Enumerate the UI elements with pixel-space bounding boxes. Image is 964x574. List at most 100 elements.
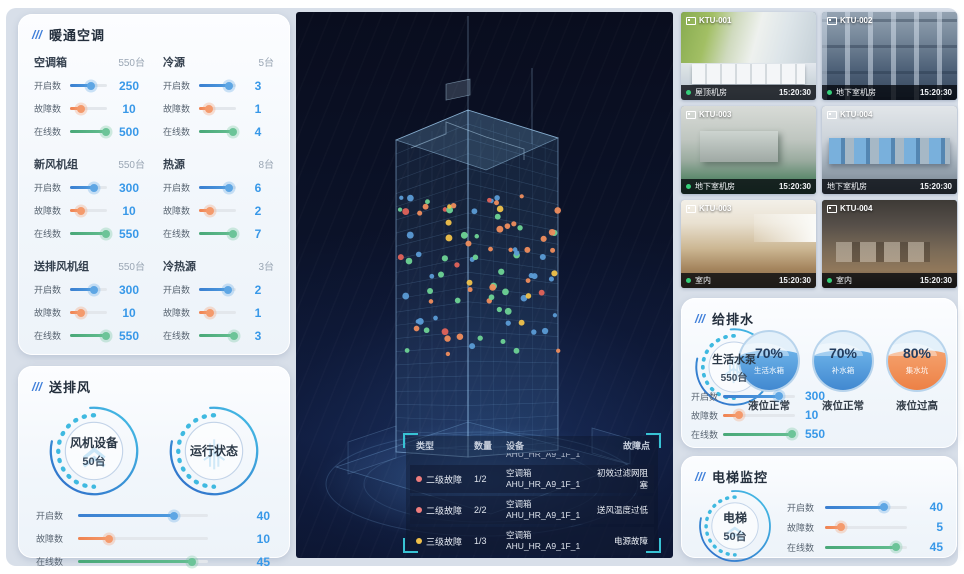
metric-row-fault: 故障数 10 bbox=[34, 203, 145, 218]
col-type: 类型 bbox=[416, 441, 435, 451]
slider-track bbox=[723, 392, 795, 400]
metric-row-online: 在线数 3 bbox=[163, 328, 274, 343]
metric-value: 45 bbox=[929, 540, 943, 554]
slider-knob bbox=[101, 331, 110, 340]
camera-tile[interactable]: KTU-001 屋顶机房 15:20:30 bbox=[681, 12, 816, 100]
slider-track bbox=[70, 127, 110, 136]
panel-fan: /// 送排风 风机设备 50台 bbox=[18, 366, 290, 569]
camera-tile[interactable]: KTU-004 地下室机房 15:20:30 bbox=[822, 106, 957, 194]
slider-knob bbox=[206, 308, 215, 317]
panel-title-text: 给排水 bbox=[712, 312, 755, 327]
fault-table-row[interactable]: 三级故障 1/3 空调箱 AHU_HR_A9_1F_1 电源故障 bbox=[410, 527, 654, 555]
device-type: 空调箱 bbox=[506, 530, 532, 541]
tank-fill bbox=[888, 343, 946, 390]
metric-row-fault: 故障数 1 bbox=[163, 305, 274, 320]
group-total: 550台 bbox=[118, 58, 145, 69]
metric-label: 故障数 bbox=[787, 522, 815, 533]
bracket-top-left bbox=[403, 433, 418, 448]
slider-track bbox=[70, 81, 107, 90]
camera-status-bar: 室内 15:20:30 bbox=[822, 273, 957, 288]
online-dot bbox=[686, 278, 691, 283]
metric-label: 故障数 bbox=[163, 308, 191, 318]
camera-location: 屋顶机房 bbox=[695, 88, 727, 97]
group-total: 550台 bbox=[118, 160, 145, 171]
metric-value: 550 bbox=[118, 226, 140, 241]
fault-level-dot bbox=[416, 476, 422, 482]
metric-row-open: 开启数 300 bbox=[34, 282, 145, 297]
metric-value: 2 bbox=[254, 282, 262, 297]
slider-track bbox=[199, 229, 238, 238]
online-dot bbox=[827, 278, 832, 283]
gauge-text: 电梯 50台 bbox=[722, 510, 747, 543]
camera-tile[interactable]: KTU-002 地下室机房 15:20:30 bbox=[822, 12, 957, 100]
camera-icon bbox=[827, 110, 837, 119]
metric-label: 开启数 bbox=[787, 502, 815, 513]
fault-table-row[interactable]: 二级故障 1/2 空调箱 AHU_HR_A9_1F_1 初效过滤网阻塞 bbox=[410, 465, 654, 493]
camera-tile[interactable]: KTU-003 室内 15:20:30 bbox=[681, 200, 816, 288]
tank-percentage: 80% bbox=[902, 345, 932, 361]
metric-row: 开启数 40 bbox=[787, 500, 943, 514]
metric-label: 在线数 bbox=[36, 557, 64, 567]
hvac-group: 新风机组 550台 开启数 300 故障数 10 在线数 550 bbox=[34, 156, 145, 241]
slider-knob bbox=[224, 183, 233, 192]
slider-track bbox=[70, 285, 107, 294]
slider-track bbox=[199, 308, 236, 317]
slider-knob bbox=[77, 308, 86, 317]
metric-row: 开启数 40 bbox=[36, 508, 274, 523]
building-watermark-icon bbox=[724, 357, 744, 384]
fault-table-row[interactable]: 二级故障 2/2 空调箱 AHU_HR_A9_1F_1 送风温度过低 bbox=[410, 496, 654, 524]
camera-location: 地下室机房 bbox=[836, 88, 876, 97]
bracket-top-right bbox=[646, 433, 661, 448]
fault-level: 二级故障 bbox=[426, 505, 463, 516]
camera-time: 15:20:30 bbox=[919, 88, 952, 97]
metric-label: 开启数 bbox=[691, 391, 719, 402]
slider-knob bbox=[77, 206, 86, 215]
slider-knob bbox=[880, 503, 889, 511]
group-total: 5台 bbox=[258, 58, 274, 69]
hvac-group-header: 热源 8台 bbox=[163, 156, 274, 172]
camera-tile[interactable]: KTU-003 地下室机房 15:20:30 bbox=[681, 106, 816, 194]
fault-point: 送风温度过低 bbox=[596, 505, 648, 515]
camera-icon bbox=[686, 110, 696, 119]
fault-table: 类型 数量 设备 故障点 AHU_HR_A9_1F_1 二级故障 1/2 空调箱… bbox=[403, 433, 661, 555]
slider-knob bbox=[89, 183, 98, 192]
slider-track bbox=[70, 206, 107, 215]
metric-label: 在线数 bbox=[691, 429, 719, 440]
fault-level: 二级故障 bbox=[426, 474, 463, 485]
metric-value: 5 bbox=[936, 520, 943, 534]
fault-level-dot bbox=[416, 538, 422, 544]
slider-knob bbox=[188, 557, 197, 566]
slider-track bbox=[199, 183, 236, 192]
metric-value: 300 bbox=[118, 282, 140, 297]
metric-label: 故障数 bbox=[36, 534, 64, 544]
metric-label: 在线数 bbox=[163, 331, 191, 341]
group-total: 3台 bbox=[258, 262, 274, 273]
panel-title-text: 送排风 bbox=[49, 380, 92, 395]
metric-label: 故障数 bbox=[163, 206, 191, 216]
panel-hvac: /// 暖通空调 空调箱 550台 开启数 250 故障数 10 bbox=[18, 14, 290, 355]
metric-row: 故障数 5 bbox=[787, 520, 943, 534]
camera-id: KTU-002 bbox=[840, 16, 873, 25]
hvac-group: 冷源 5台 开启数 3 故障数 1 在线数 4 bbox=[163, 54, 274, 139]
slider-knob bbox=[101, 229, 110, 238]
metric-value: 7 bbox=[254, 226, 262, 241]
metric-value: 40 bbox=[929, 500, 943, 514]
panel-title-text: 暖通空调 bbox=[49, 28, 106, 43]
metric-row-online: 在线数 4 bbox=[163, 124, 274, 139]
water-tank: 80% 集水坑 液位过高 bbox=[885, 330, 949, 413]
col-count: 数量 bbox=[474, 441, 493, 451]
bracket-bottom-left bbox=[403, 538, 418, 553]
tank-fill bbox=[814, 343, 872, 390]
gauge-ring bbox=[49, 406, 139, 496]
gauge-text: 运行状态 bbox=[189, 443, 238, 458]
device-type: 空调箱 bbox=[506, 499, 532, 510]
camera-location: 地下室机房 bbox=[695, 182, 735, 191]
fault-point: 初效过滤网阻塞 bbox=[596, 468, 648, 490]
tank-fill bbox=[740, 343, 798, 390]
group-name: 冷源 bbox=[163, 57, 185, 69]
fault-row-partial: AHU_HR_A9_1F_1 bbox=[506, 453, 581, 459]
camera-tile[interactable]: KTU-004 室内 15:20:30 bbox=[822, 200, 957, 288]
col-device: 设备 bbox=[506, 441, 525, 451]
slider-track bbox=[199, 206, 236, 215]
slider-knob bbox=[734, 411, 743, 419]
